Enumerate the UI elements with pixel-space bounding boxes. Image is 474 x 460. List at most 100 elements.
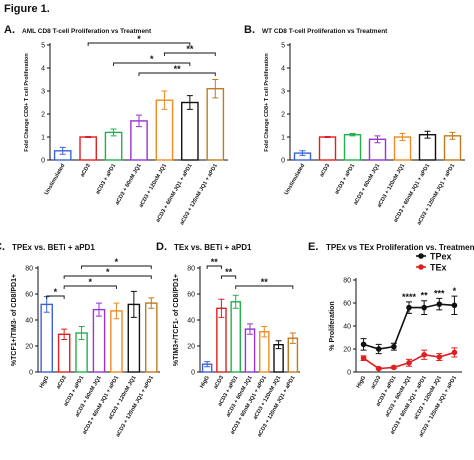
- bar: [230, 301, 241, 373]
- y-tick-label: 20: [343, 347, 351, 354]
- error-bar: [113, 302, 120, 320]
- bar: [104, 131, 123, 161]
- x-tick-label: HigG: [356, 375, 368, 389]
- error-bar: [186, 95, 193, 110]
- bar: [92, 308, 106, 373]
- x-tick-label: aCD3: [80, 163, 92, 178]
- y-tick-label: 80: [25, 266, 33, 273]
- error-bar: [275, 340, 282, 350]
- error-bar: [449, 131, 456, 140]
- y-tick-label: 40: [25, 318, 33, 325]
- point: [360, 355, 367, 362]
- y-tick-label: 20: [187, 344, 195, 351]
- point: [406, 304, 412, 311]
- bar: [110, 310, 123, 373]
- significance-label: **: [174, 64, 182, 74]
- y-tick-label: 5: [41, 43, 45, 50]
- significance-label: *: [137, 34, 141, 44]
- y-tick-label: 4: [41, 66, 45, 73]
- x-tick-label: aCD3 + 120nM JQ1: [376, 163, 406, 209]
- error-bar: [374, 135, 381, 144]
- significance-bracket: [81, 265, 152, 269]
- x-tick-label: Unstimulated: [284, 163, 307, 196]
- x-tick-label: Unstimulated: [44, 163, 67, 196]
- significance-label: *: [89, 277, 93, 287]
- point: [360, 341, 367, 348]
- y-axis-label: %TCF1+/TIM3- of CD8/PD1+: [11, 274, 18, 366]
- error-bar: [299, 150, 306, 156]
- y-tick-label: 3: [281, 89, 285, 96]
- significance-label: *: [106, 267, 110, 277]
- legend-label: TEx: [430, 263, 447, 273]
- panel-letter: C.: [0, 241, 5, 253]
- y-tick-label: 0: [191, 370, 195, 377]
- x-tick-label: aCD3: [319, 163, 331, 178]
- bar: [206, 87, 225, 161]
- point: [451, 349, 458, 356]
- significance-bracket: [220, 275, 237, 279]
- y-tick-label: 1: [281, 135, 285, 142]
- error-bar: [204, 361, 211, 368]
- y-tick-label: 0: [281, 158, 285, 165]
- bar: [244, 328, 256, 373]
- significance-label: *: [115, 257, 119, 267]
- bar: [259, 331, 270, 373]
- significance-bracket: [113, 62, 191, 66]
- y-tick-label: 0: [41, 158, 45, 165]
- y-tick-label: 3: [41, 89, 45, 96]
- error-bar: [59, 146, 66, 155]
- point: [451, 302, 458, 309]
- point: [406, 360, 412, 366]
- point: [391, 364, 397, 371]
- legend-marker: [418, 253, 424, 259]
- panel-letter: D.: [156, 241, 167, 253]
- y-tick-label: 5: [281, 43, 285, 50]
- bar: [343, 133, 362, 161]
- error-bar: [148, 297, 155, 309]
- point: [436, 354, 443, 360]
- y-axis-label: Fold Change CD8+ T cell Proliferation: [24, 53, 30, 152]
- significance-label: ***: [434, 288, 445, 298]
- y-tick-label: 60: [343, 301, 351, 308]
- error-bar: [232, 294, 239, 309]
- error-bar: [85, 136, 92, 138]
- panel-title: TPEx vs. BETi + aPD1: [12, 243, 95, 252]
- panel-letter: B.: [244, 24, 255, 36]
- bar: [318, 136, 337, 161]
- significance-label: **: [261, 277, 269, 287]
- error-bar: [78, 326, 85, 340]
- x-tick-label: aCD3 + 60nM JQ1: [114, 163, 142, 206]
- error-bar: [212, 79, 219, 99]
- x-tick-label: HigG: [39, 375, 51, 389]
- y-tick-label: 60: [25, 292, 33, 299]
- point: [375, 346, 382, 352]
- error-bar: [399, 133, 406, 141]
- y-tick-label: 1: [41, 135, 45, 142]
- legend-marker: [418, 264, 424, 270]
- y-axis-label: % Proliferation: [329, 301, 336, 350]
- y-tick-label: 40: [343, 324, 351, 331]
- panel-letter: E.: [308, 241, 318, 253]
- legend-label: TPex: [430, 252, 452, 262]
- error-bar: [247, 323, 253, 335]
- significance-label: *: [150, 54, 154, 64]
- x-tick-label: aCD3 + aPD1: [334, 163, 356, 196]
- y-tick-label: 2: [281, 112, 285, 119]
- x-tick-label: HigG: [199, 375, 211, 389]
- significance-bracket: [163, 52, 216, 56]
- significance-bracket: [63, 285, 117, 289]
- error-bar: [161, 90, 168, 110]
- point: [436, 301, 443, 307]
- y-tick-label: 0: [29, 370, 33, 377]
- point: [421, 304, 427, 311]
- x-tick-label: aCD3: [213, 375, 225, 390]
- error-bar: [218, 298, 225, 318]
- point: [421, 351, 427, 358]
- y-axis-label: %TIM3+/TCF1- of CD8/PD1+: [173, 274, 180, 366]
- panel-title: TPEx vs TEx Proliferation vs. Treatment: [326, 243, 474, 252]
- y-tick-label: 0: [347, 370, 351, 377]
- significance-bracket: [87, 42, 191, 46]
- error-bar: [324, 136, 331, 138]
- error-bar: [130, 290, 137, 318]
